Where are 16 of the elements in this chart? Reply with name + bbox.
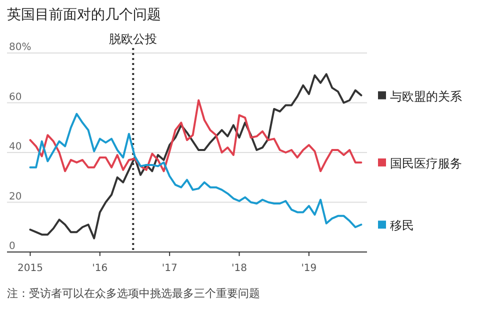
- y-tick-label: 20: [9, 191, 22, 202]
- chart-title: 英国目前面对的几个问题: [7, 7, 161, 23]
- y-tick-label: 40: [9, 142, 22, 152]
- y-tick-label: 0: [9, 241, 16, 252]
- y-tick-label: 60: [9, 92, 22, 103]
- ref-line-label: 脱欧公投: [109, 32, 158, 46]
- x-tick-label: '19: [301, 263, 317, 274]
- text: 注：受访者可以在众多选项中挑选最多三个重要问题: [7, 287, 260, 300]
- y-tick-label: 80%: [9, 42, 32, 53]
- legend-label: 与欧盟的关系: [390, 89, 462, 104]
- x-tick-label: '18: [232, 263, 247, 274]
- x-tick-label: '17: [162, 263, 178, 274]
- legend-label: 移民: [390, 218, 414, 233]
- legend-label: 国民医疗服务: [390, 156, 462, 170]
- x-tick-label: '16: [92, 263, 108, 274]
- x-tick-label: 2015: [18, 263, 43, 274]
